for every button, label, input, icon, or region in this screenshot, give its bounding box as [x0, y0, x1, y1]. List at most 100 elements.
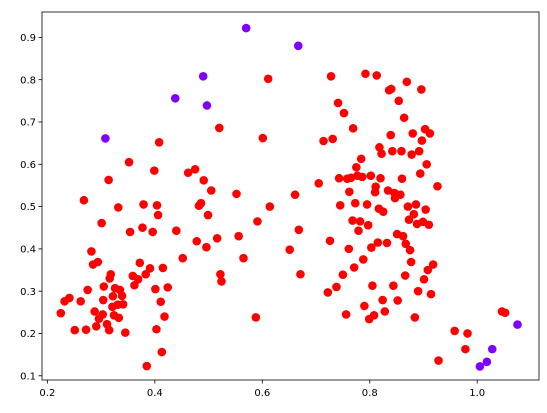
- scatter-point-red: [359, 255, 368, 264]
- scatter-point-red: [341, 310, 351, 319]
- scatter-point-red: [251, 313, 261, 322]
- scatter-point-red: [354, 226, 363, 235]
- scatter-point-red: [87, 247, 96, 256]
- scatter-point-purple: [513, 320, 522, 329]
- scatter-point-purple: [487, 344, 497, 354]
- scatter-point-red: [386, 130, 396, 140]
- scatter-point-red: [422, 159, 432, 169]
- scatter-point-red: [56, 308, 66, 318]
- scatter-point-red: [366, 171, 376, 180]
- scatter-point-red: [362, 200, 372, 209]
- y-tick-label: 0.2: [20, 329, 36, 340]
- scatter-point-red: [332, 282, 341, 292]
- scatter-point-red: [263, 74, 273, 84]
- scatter-point-red: [98, 295, 108, 305]
- scatter-point-red: [81, 325, 91, 334]
- scatter-point-red: [388, 146, 397, 156]
- scatter-point-red: [401, 239, 411, 249]
- scatter-point-red: [156, 297, 166, 307]
- scatter-point-red: [124, 157, 134, 167]
- scatter-point-red: [371, 182, 380, 191]
- scatter-point-red: [215, 123, 224, 133]
- scatter-point-red: [133, 275, 143, 284]
- scatter-point-red: [363, 220, 373, 230]
- scatter-point-red: [118, 299, 128, 309]
- scatter-point-purple: [475, 362, 485, 371]
- scatter-point-red: [142, 361, 152, 371]
- scatter-point-red: [83, 285, 92, 295]
- scatter-point-red: [323, 288, 333, 297]
- scatter-point-red: [253, 217, 262, 226]
- scatter-point-red: [217, 277, 226, 286]
- scatter-point-red: [178, 253, 188, 263]
- scatter-point-red: [152, 201, 162, 210]
- scatter-point-red: [434, 356, 443, 365]
- scatter-point-red: [339, 108, 349, 118]
- scatter-point-red: [150, 166, 159, 175]
- scatter-point-red: [344, 244, 354, 254]
- scatter-point-red: [216, 269, 225, 279]
- y-tick-label: 0.6: [20, 160, 36, 171]
- scatter-point-red: [407, 150, 416, 159]
- scatter-point-red: [367, 243, 376, 252]
- scatter-point-red: [361, 69, 370, 79]
- scatter-point-red: [369, 310, 379, 320]
- scatter-point-red: [153, 210, 163, 220]
- scatter-point-red: [172, 226, 181, 235]
- scatter-point-red: [65, 293, 74, 303]
- scatter-point-red: [463, 329, 472, 338]
- scatter-point-red: [325, 236, 335, 246]
- x-tick-label: 0.2: [39, 388, 55, 399]
- scatter-point-red: [98, 310, 108, 319]
- scatter-point-red: [206, 186, 216, 195]
- scatter-point-red: [290, 190, 300, 200]
- scatter-point-red: [114, 313, 124, 323]
- scatter-point-red: [383, 186, 393, 195]
- scatter-point-red: [125, 227, 135, 237]
- scatter-point-red: [398, 231, 408, 241]
- scatter-point-red: [97, 218, 106, 228]
- scatter-point-red: [415, 169, 425, 178]
- scatter-point-red: [91, 321, 101, 331]
- scatter-point-red: [417, 136, 427, 145]
- axes-frame: [41, 11, 540, 381]
- scatter-point-red: [397, 146, 406, 156]
- scatter-point-red: [400, 271, 410, 280]
- scatter-point-red: [396, 190, 405, 200]
- scatter-point-red: [151, 284, 160, 294]
- scatter-point-red: [406, 257, 416, 267]
- y-tick-label: 0.9: [20, 33, 36, 44]
- scatter-point-red: [114, 203, 123, 212]
- scatter-point-red: [157, 347, 167, 357]
- scatter-point-red: [411, 200, 421, 209]
- scatter-point-red: [104, 175, 113, 185]
- scatter-point-red: [265, 202, 275, 211]
- scatter-point-purple: [241, 23, 251, 33]
- scatter-point-red: [380, 307, 390, 316]
- scatter-point-red: [402, 77, 412, 87]
- scatter-point-red: [334, 173, 344, 183]
- scatter-point-red: [120, 328, 130, 337]
- scatter-point-red: [413, 286, 423, 296]
- scatter-point-red: [196, 198, 206, 208]
- scatter-point-red: [154, 137, 164, 147]
- scatter-point-red: [382, 238, 392, 248]
- scatter-point-red: [345, 187, 354, 197]
- scatter-point-red: [328, 134, 337, 144]
- scatter-point-red: [348, 124, 358, 133]
- scatter-point-red: [202, 242, 211, 252]
- scatter-point-red: [378, 295, 387, 305]
- y-tick-label: 0.1: [20, 371, 36, 382]
- y-axis-ticks: 0.1 0.2 0.3 0.4 0.5 0.6 0.7 0.8 0.9: [20, 33, 42, 382]
- points-layer: [56, 23, 522, 371]
- scatter-point-red: [258, 133, 268, 143]
- scatter-point-red: [408, 129, 418, 138]
- scatter-point-red: [135, 258, 145, 268]
- scatter-point-red: [376, 173, 385, 183]
- scatter-point-red: [104, 325, 114, 335]
- scatter-point-red: [335, 201, 345, 210]
- scatter-point-red: [428, 260, 438, 269]
- scatter-point-red: [145, 264, 155, 273]
- scatter-point-red: [397, 174, 407, 183]
